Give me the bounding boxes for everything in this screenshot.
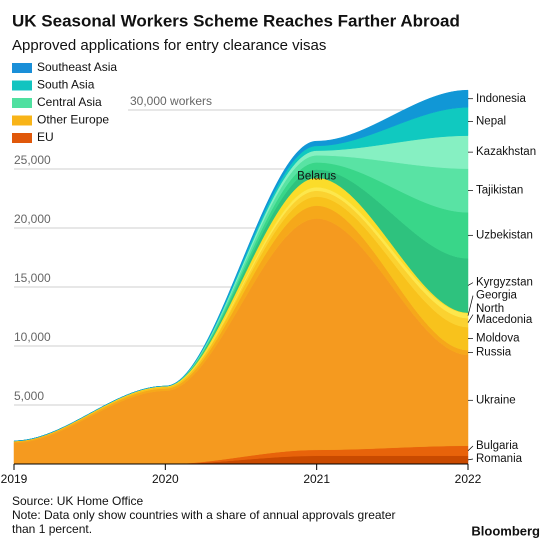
legend-label: EU [37, 130, 54, 144]
y-tick-label: 30,000 workers [130, 94, 212, 108]
x-tick-label: 2019 [1, 472, 28, 486]
x-tick-label: 2020 [152, 472, 179, 486]
series-label: Indonesia [476, 93, 526, 105]
series-label: Russia [476, 347, 512, 359]
legend-swatch [12, 115, 32, 126]
series-label: Georgia [476, 290, 518, 302]
x-tick-label: 2021 [303, 472, 330, 486]
series-label: Kyrgyzstan [476, 277, 533, 289]
series-label: Tajikistan [476, 185, 523, 197]
series-label: Ukraine [476, 394, 516, 406]
y-tick-label: 20,000 [14, 212, 51, 226]
series-label: North Macedonia [476, 303, 533, 326]
chart-title: UK Seasonal Workers Scheme Reaches Farth… [12, 11, 460, 30]
legend-swatch [12, 80, 32, 91]
leader [467, 458, 474, 461]
series-label: Belarus [297, 170, 336, 182]
legend-swatch [12, 133, 32, 143]
series-label: Bulgaria [476, 440, 519, 452]
leader [467, 314, 474, 323]
chart-subtitle: Approved applications for entry clearanc… [12, 37, 326, 54]
source: Source: UK Home Office [12, 494, 143, 508]
leader [467, 282, 474, 286]
series-label: Uzbekistan [476, 229, 533, 241]
x-tick-label: 2022 [455, 472, 482, 486]
brand: Bloomberg [471, 523, 540, 538]
leader [467, 445, 474, 451]
legend-label: Central Asia [37, 95, 102, 109]
legend-label: Southeast Asia [37, 60, 117, 74]
legend-swatch [12, 63, 32, 73]
legend-swatch [12, 98, 32, 108]
series-label: Kazakhstan [476, 146, 536, 158]
series-label: Romania [476, 453, 523, 465]
y-tick-label: 15,000 [14, 271, 51, 285]
series-label: Nepal [476, 115, 506, 127]
series-label: Moldova [476, 333, 520, 345]
y-tick-label: 5,000 [14, 389, 44, 403]
leader [467, 295, 474, 316]
legend-label: South Asia [37, 78, 95, 92]
y-tick-label: 10,000 [14, 330, 51, 344]
note: Note: Data only show countries with a sh… [12, 508, 399, 536]
y-tick-label: 25,000 [14, 153, 51, 167]
legend-label: Other Europe [37, 113, 109, 127]
